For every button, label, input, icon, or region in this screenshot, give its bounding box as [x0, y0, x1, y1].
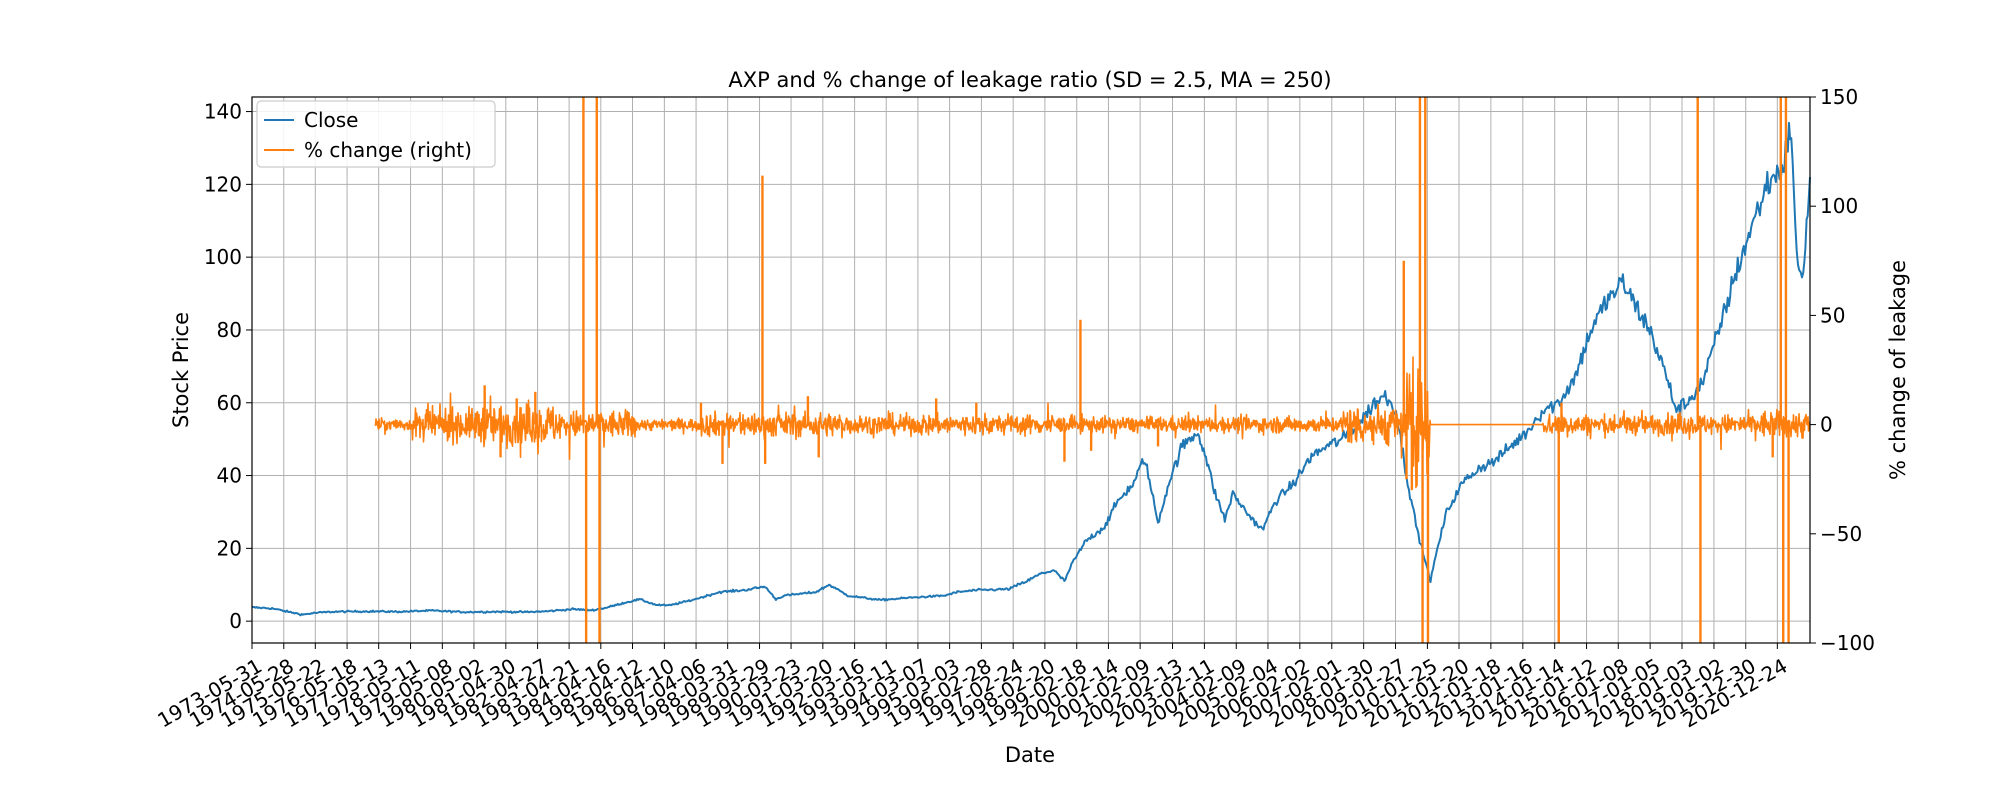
legend: Close % change (right) — [256, 100, 496, 168]
y-tick-label: 100 — [204, 245, 242, 269]
y-axis-label: Stock Price — [169, 312, 193, 428]
series-layer — [251, 97, 1811, 643]
y-tick-label: 120 — [204, 172, 242, 196]
chart-title: AXP and % change of leakage ratio (SD = … — [728, 68, 1331, 92]
y2-tick-label: 100 — [1820, 194, 1858, 218]
y-tick-label: 20 — [217, 536, 242, 560]
series-line-close — [251, 121, 1811, 617]
legend-label-pct-change: % change (right) — [304, 138, 472, 162]
legend-label-close: Close — [304, 108, 358, 132]
y-tick-label: 60 — [217, 391, 242, 415]
y2-tick-label: 0 — [1820, 413, 1833, 437]
grid-layer — [251, 97, 1810, 643]
y-tick-label: 40 — [217, 464, 242, 488]
y2-tick-label: −100 — [1820, 631, 1875, 655]
tick-layer: 1973-05-311974-05-281975-05-221976-05-18… — [153, 85, 1875, 732]
y-tick-label: 80 — [217, 318, 242, 342]
y2-axis-label: % change of leakage — [1886, 260, 1910, 480]
x-axis-label: Date — [1005, 743, 1055, 767]
y2-tick-label: −50 — [1820, 522, 1862, 546]
legend-box — [256, 100, 496, 168]
y2-tick-label: 150 — [1820, 85, 1858, 109]
frame-layer — [251, 96, 1811, 644]
y-tick-label: 0 — [229, 609, 242, 633]
plot-frame — [251, 96, 1811, 644]
y2-tick-label: 50 — [1820, 303, 1845, 327]
y-tick-label: 140 — [204, 100, 242, 124]
series-line-pct-change — [374, 356, 1811, 489]
